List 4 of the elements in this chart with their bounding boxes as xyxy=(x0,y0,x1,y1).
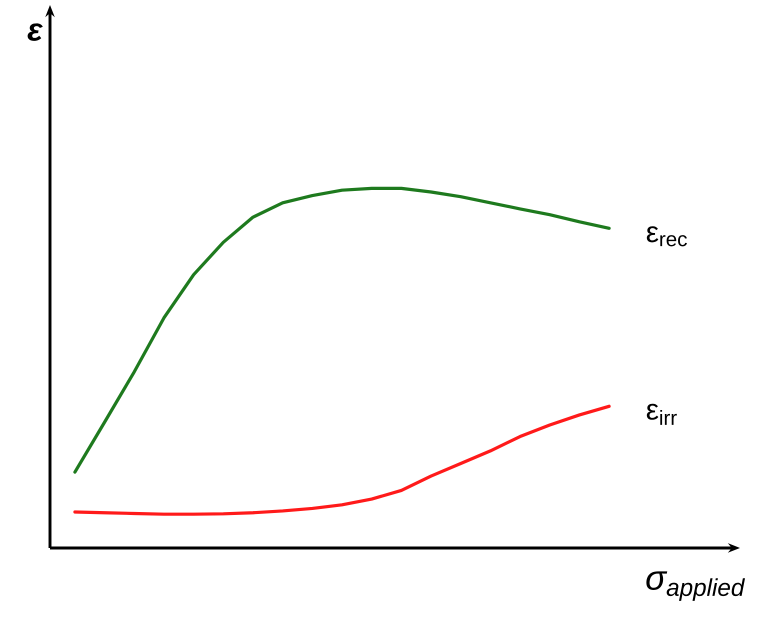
x-axis-title: σ$_{applied}$ xyxy=(646,571,746,601)
series-label: ε$_{rec}$ xyxy=(646,226,687,246)
y-axis-title: ε xyxy=(28,23,43,41)
series-label: ε$_{irr}$ xyxy=(646,404,677,425)
